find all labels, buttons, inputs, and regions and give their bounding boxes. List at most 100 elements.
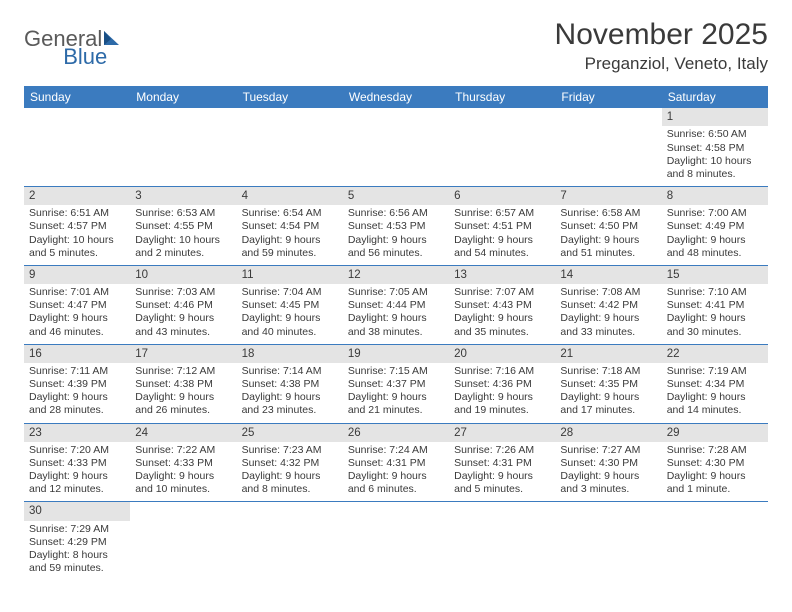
sunrise-text: Sunrise: 7:23 AM: [242, 444, 338, 457]
empty-cell: [24, 108, 130, 186]
daylight-text: Daylight: 9 hours: [348, 391, 444, 404]
dow-label: Tuesday: [237, 86, 343, 108]
sunset-text: Sunset: 4:35 PM: [560, 378, 656, 391]
sunset-text: Sunset: 4:33 PM: [29, 457, 125, 470]
daylight-text: and 59 minutes.: [29, 562, 125, 575]
page-title: November 2025: [555, 18, 768, 52]
week-row: 23 Sunrise: 7:20 AMSunset: 4:33 PM Dayligh…: [24, 424, 768, 503]
daylight-text: and 43 minutes.: [135, 326, 231, 339]
sunrise-text: Sunrise: 6:56 AM: [348, 207, 444, 220]
daylight-text: Daylight: 9 hours: [29, 312, 125, 325]
daylight-text: Daylight: 9 hours: [242, 391, 338, 404]
day-number: 29: [662, 424, 768, 442]
sunset-text: Sunset: 4:57 PM: [29, 220, 125, 233]
daylight-text: and 35 minutes.: [454, 326, 550, 339]
day-number: 27: [449, 424, 555, 442]
dow-label: Saturday: [662, 86, 768, 108]
sunset-text: Sunset: 4:47 PM: [29, 299, 125, 312]
daylight-text: Daylight: 9 hours: [348, 234, 444, 247]
daylight-text: and 33 minutes.: [560, 326, 656, 339]
empty-cell: [555, 108, 661, 186]
daylight-text: Daylight: 9 hours: [29, 391, 125, 404]
day-number: 25: [237, 424, 343, 442]
daylight-text: Daylight: 9 hours: [454, 312, 550, 325]
day-number: 11: [237, 266, 343, 284]
sunset-text: Sunset: 4:54 PM: [242, 220, 338, 233]
sunrise-text: Sunrise: 7:00 AM: [667, 207, 763, 220]
daylight-text: Daylight: 9 hours: [135, 470, 231, 483]
day-number: 17: [130, 345, 236, 363]
dow-label: Friday: [555, 86, 661, 108]
day-cell: 16Sunrise: 7:11 AMSunset: 4:39 PMDayligh…: [24, 345, 130, 423]
sunrise-text: Sunrise: 6:50 AM: [667, 128, 763, 141]
daylight-text: and 51 minutes.: [560, 247, 656, 260]
daylight-text: and 59 minutes.: [242, 247, 338, 260]
day-number: 26: [343, 424, 449, 442]
day-number: 23: [24, 424, 130, 442]
empty-cell: [237, 502, 343, 580]
sunrise-text: Sunrise: 7:04 AM: [242, 286, 338, 299]
sunset-text: Sunset: 4:41 PM: [667, 299, 763, 312]
day-number: 10: [130, 266, 236, 284]
daylight-text: and 6 minutes.: [348, 483, 444, 496]
day-number: 7: [555, 187, 661, 205]
daylight-text: Daylight: 9 hours: [560, 470, 656, 483]
sunrise-text: Sunrise: 7:22 AM: [135, 444, 231, 457]
day-number: 6: [449, 187, 555, 205]
day-cell: 1Sunrise: 6:50 AMSunset: 4:58 PMDaylight…: [662, 108, 768, 186]
sunrise-text: Sunrise: 7:20 AM: [29, 444, 125, 457]
empty-cell: [237, 108, 343, 186]
empty-cell: [449, 108, 555, 186]
week-row: 1Sunrise: 6:50 AMSunset: 4:58 PMDaylight…: [24, 108, 768, 187]
sunrise-text: Sunrise: 6:58 AM: [560, 207, 656, 220]
daylight-text: and 12 minutes.: [29, 483, 125, 496]
day-cell: 12Sunrise: 7:05 AMSunset: 4:44 PMDayligh…: [343, 266, 449, 344]
sunset-text: Sunset: 4:31 PM: [454, 457, 550, 470]
daylight-text: and 3 minutes.: [560, 483, 656, 496]
week-row: 30Sunrise: 7:29 AMSunset: 4:29 PMDayligh…: [24, 502, 768, 580]
daylight-text: Daylight: 9 hours: [454, 470, 550, 483]
daylight-text: Daylight: 9 hours: [348, 470, 444, 483]
sunrise-text: Sunrise: 7:05 AM: [348, 286, 444, 299]
day-number: 9: [24, 266, 130, 284]
day-cell: 29Sunrise: 7:28 AMSunset: 4:30 PMDayligh…: [662, 424, 768, 502]
day-cell: 26Sunrise: 7:24 AMSunset: 4:31 PMDayligh…: [343, 424, 449, 502]
day-cell: 9Sunrise: 7:01 AMSunset: 4:47 PMDaylight…: [24, 266, 130, 344]
daylight-text: Daylight: 9 hours: [348, 312, 444, 325]
daylight-text: and 48 minutes.: [667, 247, 763, 260]
daylight-text: Daylight: 10 hours: [667, 155, 763, 168]
sunrise-text: Sunrise: 7:12 AM: [135, 365, 231, 378]
sunset-text: Sunset: 4:32 PM: [242, 457, 338, 470]
day-cell: 10Sunrise: 7:03 AMSunset: 4:46 PMDayligh…: [130, 266, 236, 344]
day-of-week-header: SundayMondayTuesdayWednesdayThursdayFrid…: [24, 86, 768, 108]
daylight-text: and 2 minutes.: [135, 247, 231, 260]
sunset-text: Sunset: 4:38 PM: [242, 378, 338, 391]
daylight-text: Daylight: 9 hours: [135, 391, 231, 404]
daylight-text: and 5 minutes.: [454, 483, 550, 496]
location-text: Preganziol, Veneto, Italy: [555, 54, 768, 74]
sunset-text: Sunset: 4:44 PM: [348, 299, 444, 312]
day-number: 14: [555, 266, 661, 284]
daylight-text: Daylight: 9 hours: [667, 312, 763, 325]
empty-cell: [130, 108, 236, 186]
daylight-text: and 14 minutes.: [667, 404, 763, 417]
day-cell: 4Sunrise: 6:54 AMSunset: 4:54 PMDaylight…: [237, 187, 343, 265]
day-cell: 15Sunrise: 7:10 AMSunset: 4:41 PMDayligh…: [662, 266, 768, 344]
day-cell: 20Sunrise: 7:16 AMSunset: 4:36 PMDayligh…: [449, 345, 555, 423]
daylight-text: and 8 minutes.: [667, 168, 763, 181]
empty-cell: [343, 502, 449, 580]
day-number: 24: [130, 424, 236, 442]
empty-cell: [343, 108, 449, 186]
day-cell: 18Sunrise: 7:14 AMSunset: 4:38 PMDayligh…: [237, 345, 343, 423]
day-cell: 24Sunrise: 7:22 AMSunset: 4:33 PMDayligh…: [130, 424, 236, 502]
day-cell: 8Sunrise: 7:00 AMSunset: 4:49 PMDaylight…: [662, 187, 768, 265]
daylight-text: Daylight: 9 hours: [242, 234, 338, 247]
dow-label: Monday: [130, 86, 236, 108]
weeks-container: 1Sunrise: 6:50 AMSunset: 4:58 PMDaylight…: [24, 108, 768, 580]
day-number: 5: [343, 187, 449, 205]
daylight-text: Daylight: 9 hours: [135, 312, 231, 325]
daylight-text: and 21 minutes.: [348, 404, 444, 417]
daylight-text: and 38 minutes.: [348, 326, 444, 339]
daylight-text: Daylight: 8 hours: [29, 549, 125, 562]
day-number: 19: [343, 345, 449, 363]
